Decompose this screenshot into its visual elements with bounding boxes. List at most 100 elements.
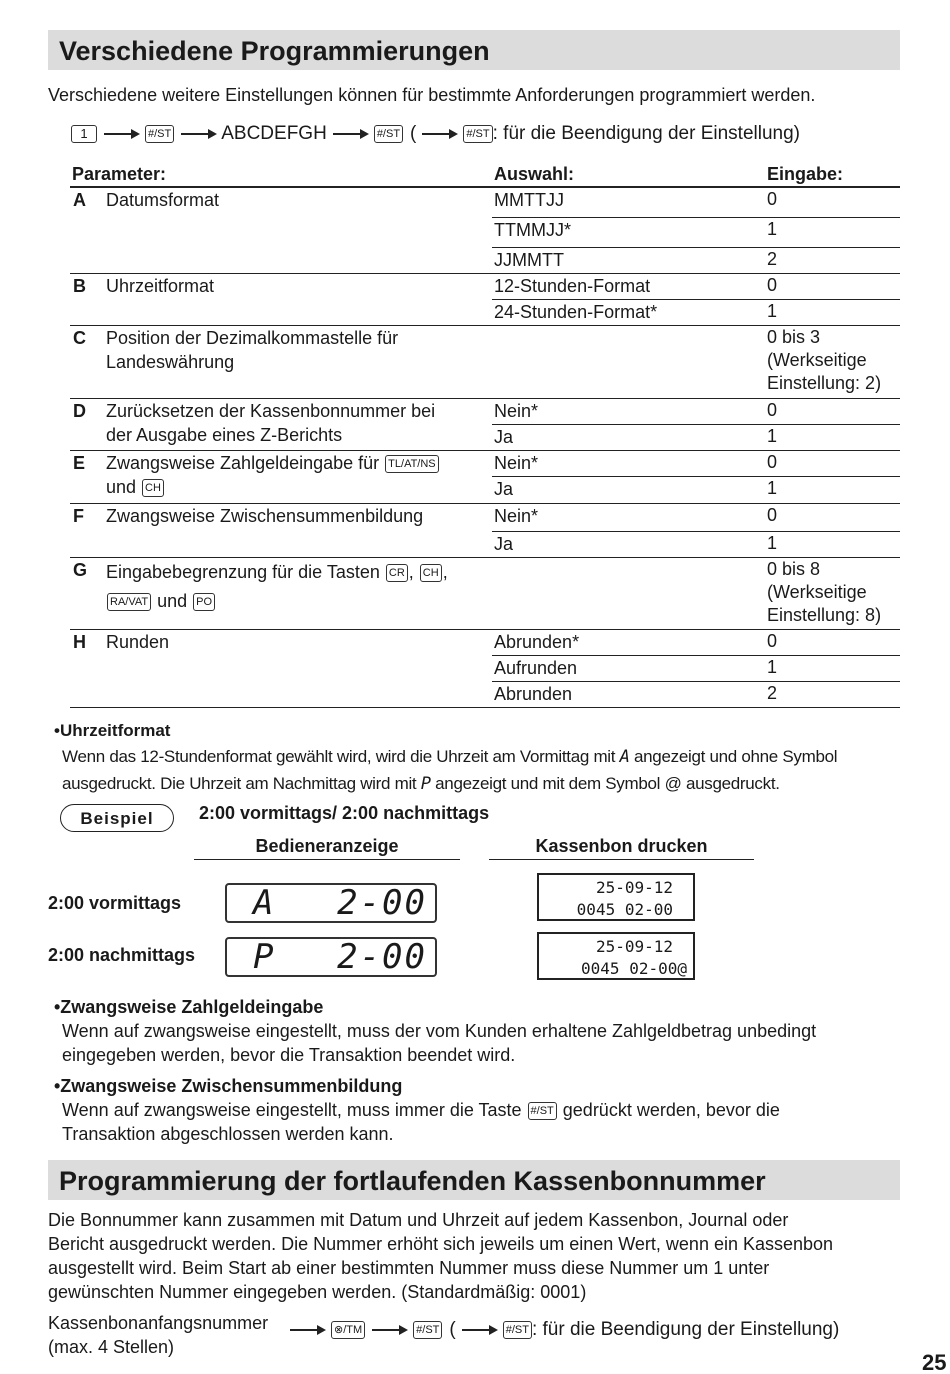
receipt-date: 25-09-12 [595,878,673,897]
eingabe-cell: 0 [765,273,900,300]
auswahl-cell: Abrunden [492,681,765,708]
arrow-icon [461,1325,498,1335]
zahlgeld-line2: eingegeben werden, bevor die Transaktion… [62,1045,516,1065]
key-st: #/ST [463,125,493,143]
eingabe-cell: 1 [765,476,900,504]
uhrzeit-line1: Wenn das 12-Stundenformat gewählt wird, … [62,747,838,767]
param-name: Position der Dezimalkommastelle für Lande… [104,325,492,399]
key-icon: TL/AT/NS [385,454,439,473]
auswahl-cell: Nein* [492,398,765,425]
lcd-display-am: A 2-00 [225,883,437,923]
param-text: Landeswährung [106,351,235,372]
auswahl-cell: JJMMTT [492,247,765,274]
auswahl-cell [492,557,765,630]
param-text: Runden [106,631,170,652]
zahlgeld-heading: •Zwangsweise Zahlgeldeingabe [54,997,324,1017]
param-name: Runden [104,629,492,708]
arrow-icon [372,1325,409,1335]
sequence-note: : für die Beendigung der Einstellung) [531,1319,840,1340]
param-letter: B [70,273,104,326]
lcd-symbol: A [253,883,274,923]
example-title: 2:00 vormittags/ 2:00 nachmittags [199,803,490,823]
header-auswahl: Auswahl: [492,162,765,188]
table-row: 24-Stunden-Format* 1 [70,299,900,326]
arrow-icon [181,129,218,139]
key-tm: ⊗/TM [331,1321,366,1339]
lcd-symbol: P [253,937,274,977]
table-row: B Uhrzeitformat 12-Stunden-Format 0 [70,273,900,326]
table-row: Ja 1 [70,531,900,558]
row-label-am: 2:00 vormittags [48,893,182,913]
lcd-value: 2-00 [337,883,427,923]
table-row: H Runden Abrunden* 0 [70,629,900,708]
table-row: Aufrunden 1 [70,655,900,682]
eingabe-cell: 2 [765,681,900,708]
receipt-number-time: 0045 02-00 [576,900,673,919]
table-row: Abrunden 2 [70,681,900,708]
beispiel-badge: Beispiel [60,804,174,832]
sequence-params: ABCDEFGH [221,123,327,144]
text: angezeigt und mit dem Symbol @ ausgedruc… [430,774,780,793]
row-label-pm: 2:00 nachmittags [48,945,196,965]
auswahl-cell [492,325,765,399]
intro-text: Verschiedene weitere Einstellungen könne… [48,85,816,105]
symbol-p: P [420,774,431,794]
text: gedrückt werden, bevor die [557,1100,780,1120]
lcd-display-pm: P 2-00 [225,937,437,977]
key-st: #/ST [502,1321,532,1339]
table-row: JJMMTT 2 [70,247,900,274]
param-text: , [408,561,419,582]
param-name: Zwangsweise Zahlgeldeingabe für TL/AT/NS… [104,450,492,504]
param-letter: H [70,629,104,708]
eingabe-cell: 1 [765,299,900,326]
param-letter: A [70,187,104,274]
header-parameter: Parameter: [70,162,492,188]
param-letter: G [70,557,104,630]
key-icon: RA/VAT [107,592,152,611]
param-text: Position der Dezimalkommastelle für [106,327,399,348]
eingabe-cell: 0 [765,450,900,477]
symbol-a: A [619,747,630,767]
eingabe-cell: 1 [765,531,900,558]
section2-line: Bericht ausgedruckt werden. Die Nummer e… [48,1234,834,1254]
key-icon: CH [419,563,442,582]
eingabe-cell: 1 [765,217,900,248]
eingabe-cell: 0 bis 3 (Werkseitige Einstellung: 2) [765,325,900,399]
auswahl-cell: Nein* [492,450,765,477]
auswahl-cell: Aufrunden [492,655,765,682]
param-name: Eingabebegrenzung für die Tasten CR, CH,… [104,557,492,630]
param-text: Zwangsweise Zahlgeldeingabe für [106,452,385,473]
key-1: 1 [71,125,97,143]
table-row: A Datumsformat MMTTJJ 0 [70,187,900,274]
eingabe-cell: 2 [765,247,900,274]
receipt-am: 25-09-12 0045 02-00 [537,873,695,921]
section-title: Programmierung der fortlaufenden Kassenb… [48,1160,900,1200]
page-number: 25 [922,1350,947,1374]
key-st: #/ST [413,1321,443,1339]
auswahl-cell: Ja [492,424,765,451]
receipt-pm: 25-09-12 0045 02-00@ [537,932,695,980]
paren: ( [410,123,417,144]
param-letter: E [70,450,104,504]
param-letter: F [70,503,104,558]
zwischensumme-line1: Wenn auf zwangsweise eingestellt, muss i… [62,1098,780,1123]
param-name: Zwangsweise Zwischensummenbildung [104,503,492,558]
auswahl-cell: Abrunden* [492,629,765,656]
key-sequence: 1 #/ST ABCDEFGH #/ST ( #/ST : für die Be… [70,123,800,145]
lcd-value: 2-00 [337,937,427,977]
eingabe-cell: 0 bis 8 (Werkseitige Einstellung: 8) [765,557,900,630]
arrow-icon [104,129,140,139]
receipt-number-time: 0045 02-00@ [581,959,687,978]
section2-line: gewünschten Nummer eingegeben werden. (S… [48,1282,587,1302]
col-bedieneranzeige: Bedieneranzeige [194,836,460,860]
uhrzeit-heading: •Uhrzeitformat [54,721,171,740]
table-row: TTMMJJ* 1 [70,217,900,248]
table-row: G Eingabebegrenzung für die Tasten CR, CH… [70,557,900,630]
header-eingabe: Eingabe: [765,162,900,188]
param-text: Zwangsweise Zwischensummenbildung [106,505,424,526]
table-row: D Zurücksetzen der Kassenbonnummer bei der… [70,398,900,451]
param-letter: C [70,325,104,399]
key-st: #/ST [373,125,404,143]
section-title: Verschiedene Programmierungen [48,30,900,70]
